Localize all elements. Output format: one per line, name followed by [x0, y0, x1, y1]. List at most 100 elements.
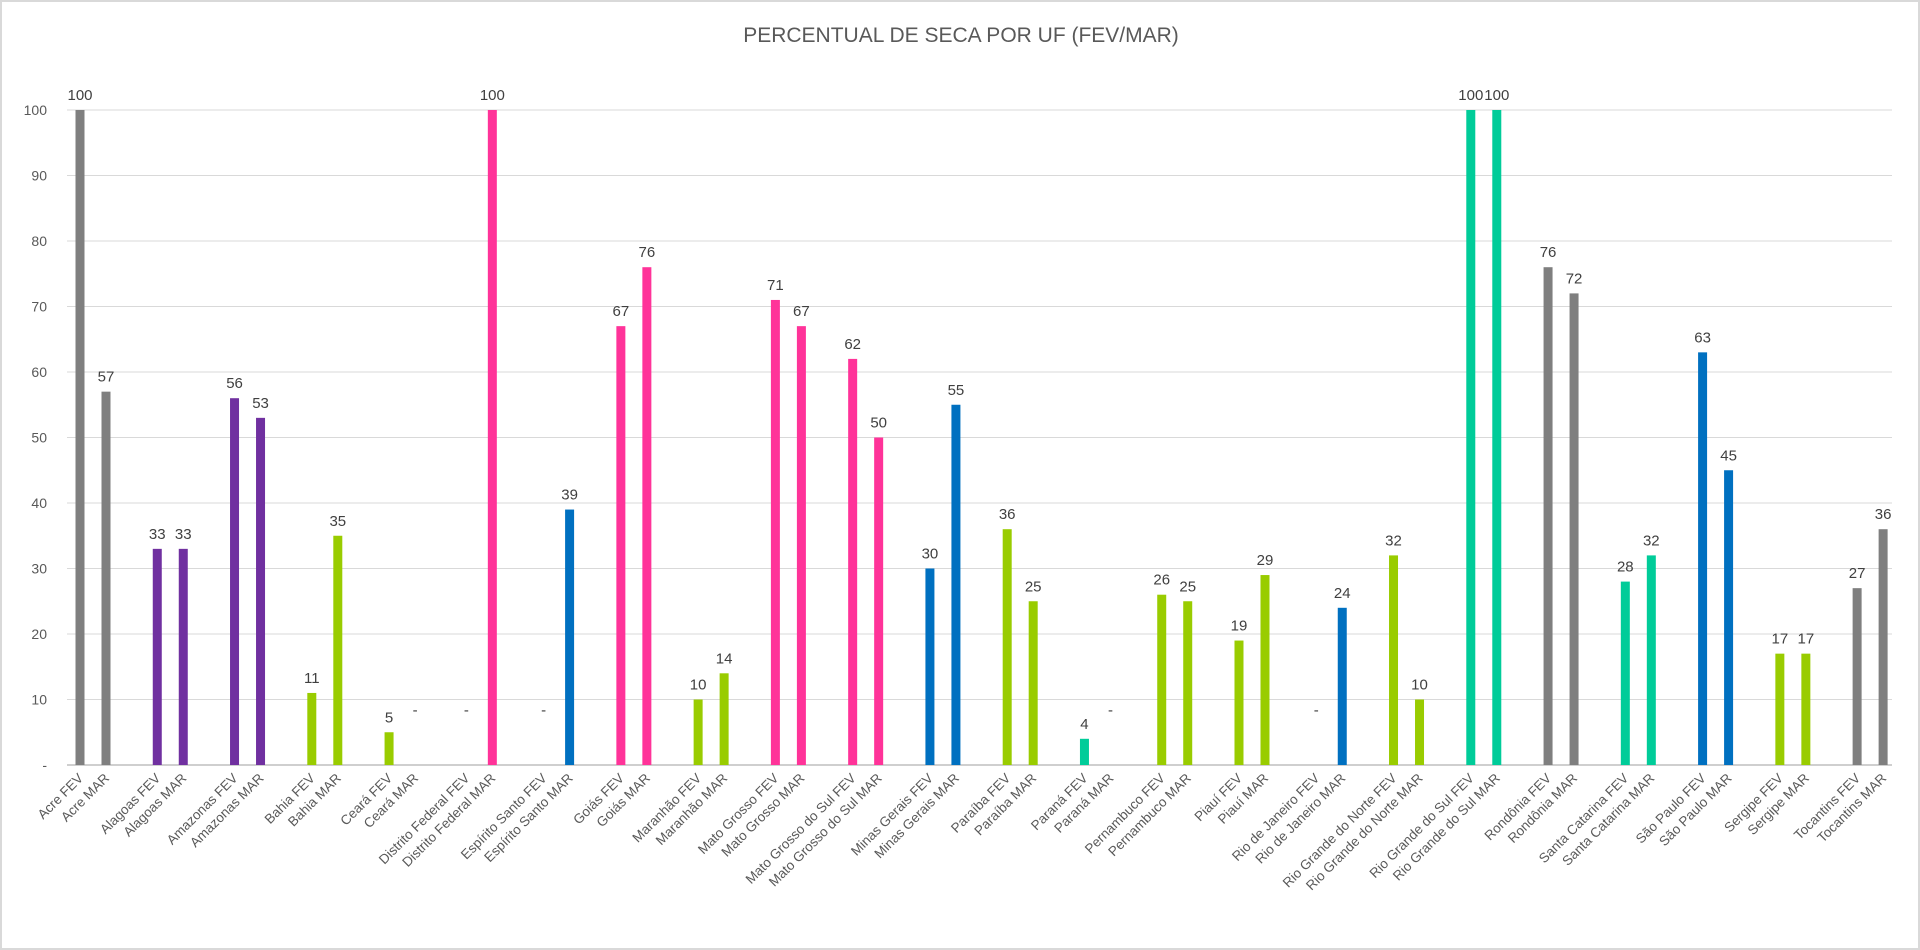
y-tick-label: -	[42, 757, 47, 773]
data-label: 45	[1720, 447, 1737, 464]
data-label: 32	[1643, 532, 1660, 549]
bar-fev	[925, 568, 935, 765]
bar-mar	[874, 437, 884, 765]
bar-fev	[152, 548, 162, 765]
bar-fev	[1698, 352, 1708, 765]
data-label: 39	[561, 487, 578, 504]
bar-mar	[1646, 555, 1656, 765]
bar-mar	[1724, 470, 1734, 765]
gridlines	[67, 109, 1892, 766]
bar-fev	[1389, 555, 1399, 765]
bar-fev	[616, 326, 626, 765]
data-label: 17	[1798, 631, 1815, 648]
bar-mar	[256, 417, 266, 765]
data-label: 57	[98, 369, 115, 386]
data-label: 25	[1025, 578, 1042, 595]
data-label: 50	[870, 415, 887, 432]
data-label: 5	[385, 709, 393, 726]
y-tick-label: 20	[31, 626, 47, 642]
bar-mar	[333, 535, 343, 765]
data-label: 27	[1849, 565, 1866, 582]
data-label: 28	[1617, 559, 1634, 576]
bars	[75, 110, 1888, 765]
bar-mar	[101, 391, 111, 765]
y-tick-label: 80	[31, 233, 47, 249]
data-label: -	[464, 702, 469, 719]
data-label: 24	[1334, 585, 1351, 602]
data-label: 100	[1458, 87, 1483, 104]
bar-fev	[1157, 594, 1167, 765]
bar-fev	[1620, 581, 1630, 765]
data-label: 76	[639, 244, 656, 261]
data-label: -	[1108, 702, 1113, 719]
bar-mar	[1260, 575, 1270, 765]
data-label: 71	[767, 277, 784, 294]
data-label: 11	[304, 670, 320, 687]
data-label: 10	[1411, 677, 1428, 694]
bar-mar	[951, 404, 961, 765]
data-label: 10	[690, 677, 707, 694]
chart-title: PERCENTUAL DE SECA POR UF (FEV/MAR)	[743, 24, 1179, 47]
bar-fev	[1775, 653, 1785, 765]
data-label: 32	[1385, 532, 1402, 549]
data-label: 67	[793, 303, 810, 320]
data-label: 33	[149, 526, 166, 543]
bar-mar	[796, 326, 806, 765]
data-label: 25	[1179, 578, 1196, 595]
data-label: 36	[1875, 506, 1892, 523]
y-tick-label: 100	[24, 102, 48, 118]
data-label: 26	[1153, 572, 1170, 589]
y-tick-label: 30	[31, 561, 47, 577]
data-label: 100	[67, 87, 92, 104]
bar-mar	[642, 267, 652, 765]
data-label: 17	[1772, 631, 1789, 648]
data-label: -	[413, 702, 418, 719]
bar-fev	[384, 732, 394, 765]
bar-mar	[565, 509, 575, 765]
bar-fev	[230, 398, 240, 765]
data-label: 29	[1257, 552, 1274, 569]
data-label: 76	[1540, 244, 1557, 261]
data-label: -	[1314, 702, 1319, 719]
y-tick-label: 90	[31, 168, 47, 184]
data-label: 4	[1080, 716, 1088, 733]
bar-fev	[75, 110, 85, 765]
y-tick-label: 60	[31, 364, 47, 380]
bar-fev	[1002, 529, 1012, 765]
bar-fev	[1079, 738, 1089, 765]
bar-mar	[1569, 293, 1579, 765]
y-tick-label: 40	[31, 495, 47, 511]
bar-mar	[1183, 601, 1193, 765]
bar-mar	[1492, 110, 1502, 765]
data-label: 56	[226, 375, 243, 392]
data-label: -	[541, 702, 546, 719]
y-tick-label: 70	[31, 299, 47, 315]
bar-fev	[848, 358, 858, 765]
data-label: 100	[480, 87, 505, 104]
bar-fev	[693, 699, 703, 765]
bar-mar	[1028, 601, 1038, 765]
data-label: 62	[844, 336, 861, 353]
y-axis: - 10 20 30 40 50 60 70 80 90 100	[24, 102, 48, 773]
data-label: 55	[948, 382, 965, 399]
bar-fev	[307, 692, 317, 765]
bar-mar	[1337, 607, 1347, 765]
data-label: 63	[1694, 329, 1711, 346]
y-tick-label: 50	[31, 430, 47, 446]
bar-mar	[1415, 699, 1425, 765]
bar-mar	[487, 110, 497, 765]
bar-fev	[1543, 267, 1553, 765]
data-label: 36	[999, 506, 1016, 523]
bar-mar	[1878, 529, 1888, 765]
bar-mar	[178, 548, 188, 765]
bar-mar	[719, 673, 729, 765]
bar-fev	[770, 299, 780, 765]
bar-mar	[1801, 653, 1811, 765]
bar-fev	[1234, 640, 1244, 765]
data-label: 35	[329, 513, 346, 530]
bar-fev	[1466, 110, 1476, 765]
data-label: 67	[613, 303, 630, 320]
data-label: 53	[252, 395, 269, 412]
